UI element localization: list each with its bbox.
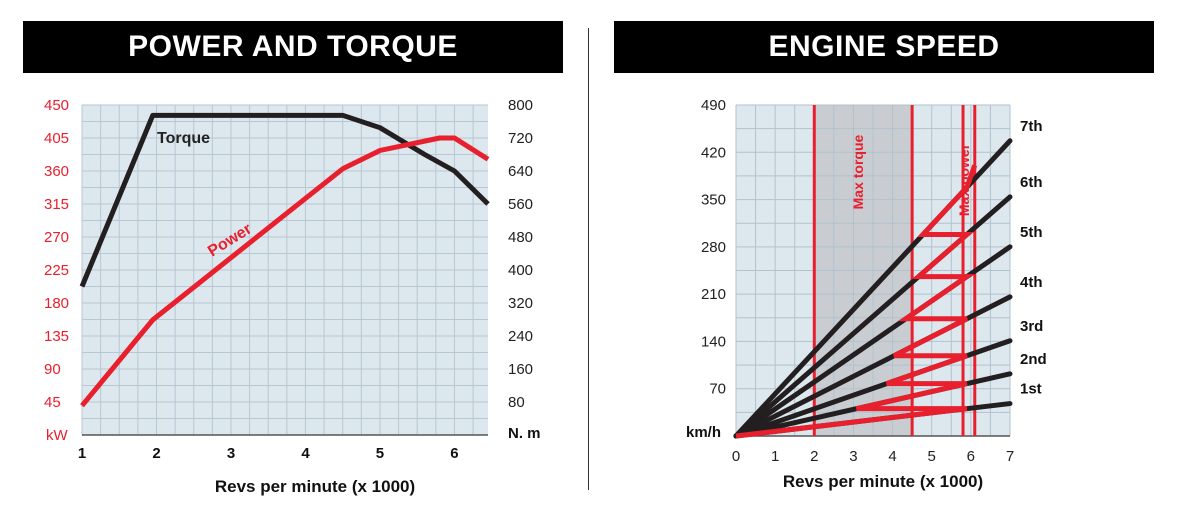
y-tick-label: 280: [701, 239, 726, 256]
y-right-tick-label: 400: [508, 262, 533, 279]
x-axis-title: Revs per minute (x 1000): [783, 472, 983, 491]
x-tick-label: 3: [227, 445, 235, 462]
y-left-tick-label: 315: [44, 196, 69, 213]
y-tick-label: 490: [701, 97, 726, 114]
y-tick-label: 210: [701, 286, 726, 303]
y-right-tick-label: 800: [508, 97, 533, 114]
x-tick-label: 4: [888, 448, 896, 465]
x-axis-title: Revs per minute (x 1000): [215, 477, 415, 496]
gear-label: 1st: [1020, 381, 1042, 398]
gear-label: 6th: [1020, 174, 1043, 191]
y-right-tick-label: 240: [508, 328, 533, 345]
panel-divider: [588, 28, 589, 490]
y-right-tick-label: 320: [508, 295, 533, 312]
torque-series-label: Torque: [157, 130, 210, 147]
x-tick-label: 1: [78, 445, 86, 462]
y-left-unit-label: kW: [46, 427, 69, 444]
y-left-tick-label: 180: [44, 295, 69, 312]
y-left-tick-label: 225: [44, 262, 69, 279]
x-tick-label: 0: [732, 448, 740, 465]
y-right-tick-label: 80: [508, 394, 525, 411]
x-tick-label: 3: [849, 448, 857, 465]
y-right-tick-label: 640: [508, 163, 533, 180]
max-torque-label: Max torque: [850, 134, 866, 209]
x-tick-label: 5: [928, 448, 936, 465]
y-right-tick-label: 560: [508, 196, 533, 213]
x-tick-label: 2: [810, 448, 818, 465]
y-left-tick-label: 450: [44, 97, 69, 114]
power-torque-title: POWER AND TORQUE: [23, 21, 563, 73]
power-torque-chart: 4590135180225270315360405450kW8016024032…: [44, 97, 541, 496]
y-left-tick-label: 135: [44, 328, 69, 345]
gear-label: 3rd: [1020, 318, 1043, 335]
y-right-tick-label: 720: [508, 130, 533, 147]
x-tick-label: 6: [450, 445, 458, 462]
y-right-unit-label: N. m: [508, 425, 541, 442]
acceleration-path: [735, 164, 978, 439]
x-tick-label: 6: [967, 448, 975, 465]
y-unit-label: km/h: [686, 424, 721, 441]
y-left-tick-label: 90: [44, 361, 61, 378]
torque-line: [79, 112, 490, 288]
y-right-tick-label: 160: [508, 361, 533, 378]
y-tick-label: 70: [709, 381, 726, 398]
y-left-tick-label: 45: [44, 394, 61, 411]
y-tick-label: 140: [701, 333, 726, 350]
x-tick-label: 7: [1006, 448, 1014, 465]
engine-speed-chart: Max torque Max power70140210280350420490k…: [686, 97, 1047, 491]
x-tick-label: 1: [771, 448, 779, 465]
y-tick-label: 420: [701, 144, 726, 161]
gear-label: 5th: [1020, 224, 1043, 241]
gear-label: 7th: [1020, 118, 1043, 135]
power-line: [80, 135, 490, 408]
gear-label: 2nd: [1020, 351, 1047, 368]
y-tick-label: 350: [701, 192, 726, 209]
x-tick-label: 2: [152, 445, 160, 462]
y-left-tick-label: 360: [44, 163, 69, 180]
y-right-tick-label: 480: [508, 229, 533, 246]
gear-label: 4th: [1020, 274, 1043, 291]
x-tick-label: 5: [376, 445, 384, 462]
x-tick-label: 4: [301, 445, 310, 462]
engine-speed-title: ENGINE SPEED: [614, 21, 1154, 73]
y-left-tick-label: 405: [44, 130, 69, 147]
y-left-tick-label: 270: [44, 229, 69, 246]
